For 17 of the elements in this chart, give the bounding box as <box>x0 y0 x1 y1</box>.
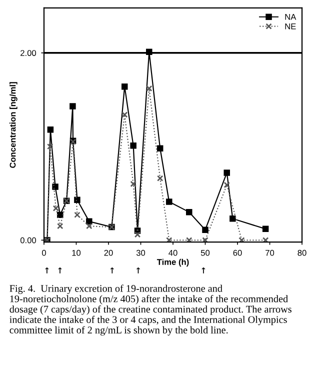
x-tick-label: 70 <box>266 250 274 256</box>
x-tick-label: 40 <box>168 250 178 256</box>
text: ↑ ↑ ↑ ↑ ↑ <box>45 268 206 274</box>
x-tick-label: 80 <box>298 250 306 256</box>
y-tick-label: 2.00 <box>20 50 36 56</box>
x-tick-label: 0 <box>42 250 46 256</box>
x-axis-title: Time (h) <box>156 258 189 267</box>
legend-label: NA <box>285 14 296 20</box>
caption: Fig. 4. Urinary excretion of 19-norandrosterone and 19-noretiocholnolone (m/z 405) after the intake of the recommended dosage (7 caps/day) of the creatine contaminated product. The arrows indicate the intake of the 3 or 4 caps, and the International Olympics committee limit of 2 ng/mL is shown by the bold line. <box>10 284 292 336</box>
y-tick-label: 0.00 <box>20 237 36 244</box>
x-tick-label: 30 <box>136 250 146 256</box>
x-tick-label: 10 <box>72 250 81 256</box>
legend-label: NE <box>285 23 296 30</box>
x-tick-label: 60 <box>233 250 242 256</box>
y-axis-title: Concentration [ng/ml] <box>10 82 18 168</box>
x-tick-label: 50 <box>200 250 210 256</box>
x-tick-label: 20 <box>104 250 113 256</box>
